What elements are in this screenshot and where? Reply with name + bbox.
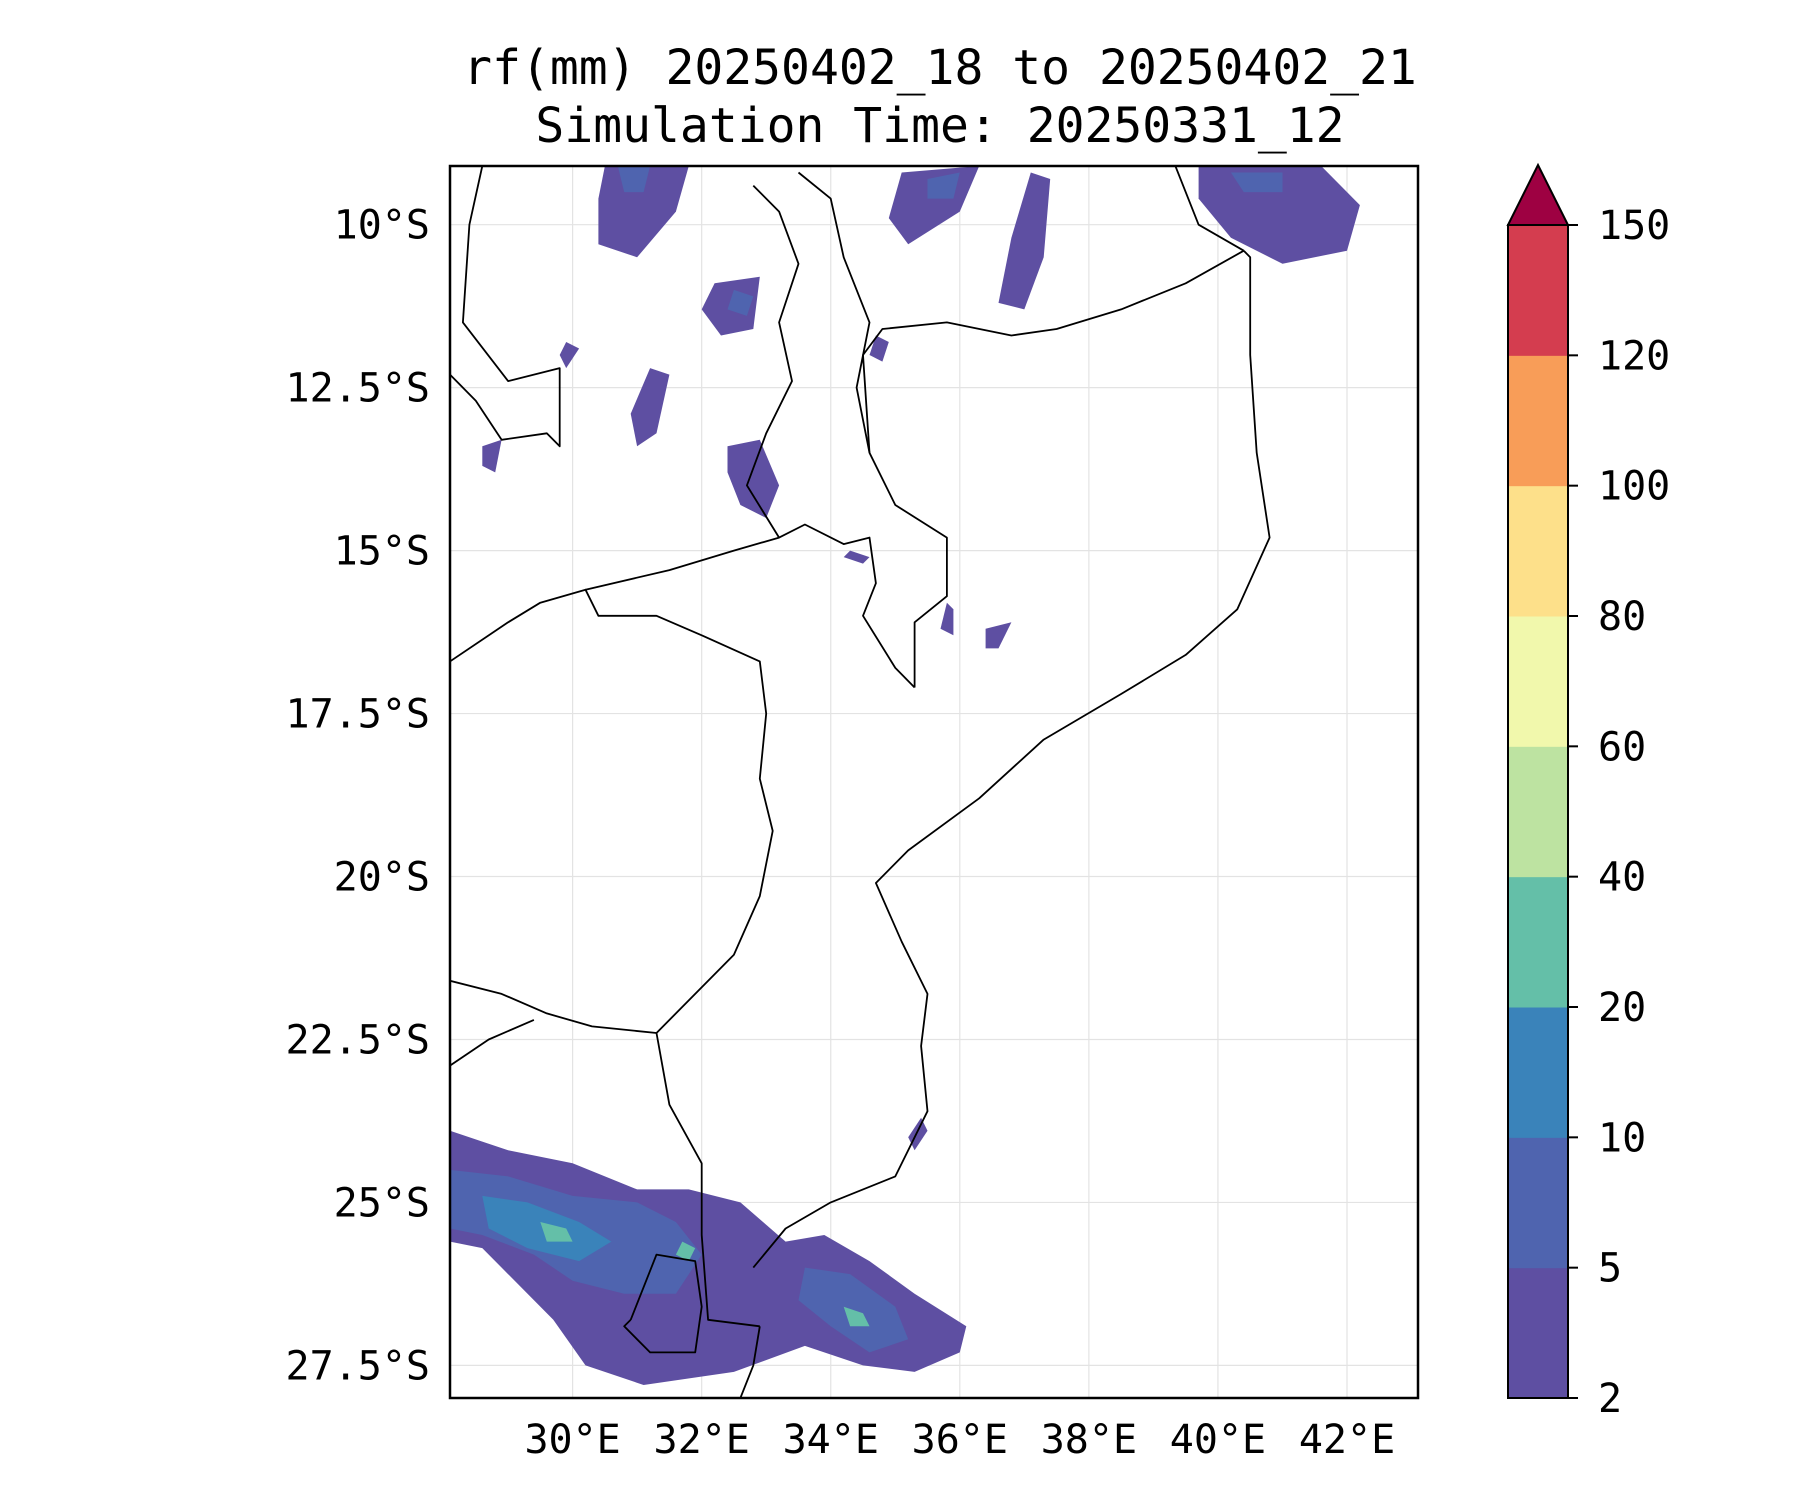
rain-area-17 — [727, 439, 780, 518]
border-line-10 — [450, 1019, 535, 1067]
border-line-9 — [450, 979, 657, 1034]
colorbar-tick-label: 40 — [1598, 855, 1646, 901]
colorbar-tick-label: 120 — [1598, 333, 1670, 379]
colorbar-tick-label: 60 — [1598, 724, 1646, 770]
colorbar-extend-arrow — [1506, 162, 1570, 226]
colorbar-tick-label: 100 — [1598, 464, 1670, 510]
colorbar-tick-label: 20 — [1598, 985, 1646, 1031]
lon-tick-label: 36°E — [912, 1417, 1008, 1463]
lon-tick-label: 38°E — [1041, 1417, 1137, 1463]
lat-tick-label: 10°S — [334, 203, 430, 249]
latitude-axis: 10°S 12.5°S 15°S 17.5°S 20°S 22.5°S 25°S 27.5°S — [286, 203, 431, 1390]
map-title-line-2: Simulation Time: 20250331_12 — [535, 98, 1345, 154]
colorbar-segment — [1508, 1267, 1568, 1399]
rain-area-6 — [675, 1241, 696, 1262]
rain-area-13 — [998, 172, 1051, 310]
colorbar-tick-label: 2 — [1598, 1376, 1622, 1422]
coastline-and-borders — [450, 166, 1271, 1398]
rainfall-contours — [450, 166, 1360, 1385]
rain-area-23 — [482, 439, 502, 473]
lon-tick-label: 42°E — [1299, 1417, 1395, 1463]
rain-area-12 — [927, 172, 960, 199]
rain-area-20 — [985, 622, 1012, 649]
border-line-0 — [450, 588, 774, 1034]
rain-area-16 — [630, 368, 670, 447]
rain-area-5 — [843, 1306, 870, 1327]
longitude-axis: 30°E 32°E 34°E 36°E 38°E 40°E 42°E — [524, 1417, 1395, 1463]
lat-tick-label: 17.5°S — [286, 692, 431, 738]
rain-area-4 — [540, 1222, 573, 1242]
border-line-6 — [797, 171, 871, 453]
rain-area-14 — [1198, 166, 1360, 264]
map-frame — [448, 164, 1420, 1400]
border-line-12 — [752, 250, 1271, 1269]
lon-tick-label: 30°E — [524, 1417, 620, 1463]
border-line-4 — [862, 249, 1245, 688]
rain-area-10 — [727, 289, 754, 316]
colorbar: 2 5 10 20 40 60 80 100 120 150 — [1506, 162, 1670, 1422]
rain-area-8 — [617, 166, 651, 193]
lon-tick-label: 40°E — [1170, 1417, 1266, 1463]
lat-tick-label: 20°S — [334, 855, 430, 901]
rain-area-24 — [559, 342, 580, 369]
lat-tick-label: 12.5°S — [286, 366, 431, 412]
border-line-11 — [623, 1253, 703, 1354]
colorbar-segment — [1508, 1007, 1568, 1138]
lat-tick-label: 15°S — [334, 529, 430, 575]
rain-area-0 — [450, 1130, 967, 1385]
colorbar-segment — [1508, 225, 1568, 356]
rain-area-21 — [869, 335, 889, 362]
colorbar-segment — [1508, 355, 1568, 487]
colorbar-segment — [1508, 1137, 1568, 1269]
colorbar-tick-label: 10 — [1598, 1115, 1646, 1161]
border-line-1 — [655, 1032, 760, 1328]
rain-area-15 — [1230, 172, 1283, 193]
colorbar-tick-label: 80 — [1598, 594, 1646, 640]
border-line-8 — [450, 166, 561, 448]
rain-area-19 — [940, 602, 954, 636]
rain-area-7 — [598, 166, 689, 258]
map-title-line-1: rf(mm) 20250402_18 to 20250402_21 — [463, 40, 1417, 96]
colorbar-tick-label: 150 — [1598, 203, 1670, 249]
border-line-2 — [739, 1326, 761, 1398]
colorbar-segment — [1508, 876, 1568, 1008]
border-line-7 — [1174, 166, 1245, 252]
lon-tick-label: 32°E — [654, 1417, 750, 1463]
rain-area-18 — [843, 550, 870, 564]
colorbar-segment — [1508, 616, 1568, 747]
lat-tick-label: 27.5°S — [286, 1343, 431, 1389]
border-line-5 — [746, 184, 800, 539]
lon-tick-label: 34°E — [783, 1417, 879, 1463]
lat-tick-label: 22.5°S — [286, 1017, 431, 1063]
lat-tick-label: 25°S — [334, 1180, 430, 1226]
colorbar-tick-label: 5 — [1598, 1246, 1622, 1292]
colorbar-segment — [1508, 746, 1568, 878]
border-line-3 — [585, 523, 916, 689]
colorbar-frame — [1507, 224, 1569, 1399]
colorbar-segment — [1508, 485, 1568, 617]
